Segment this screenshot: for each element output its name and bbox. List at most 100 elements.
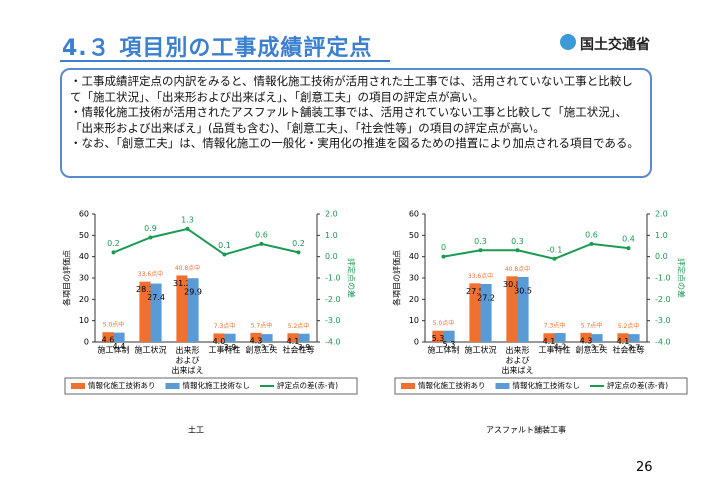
x-tick-label: 施工状況 [135,345,167,355]
bar-value-label: 27.5 [466,287,484,296]
y-tick-label: 0 [84,338,89,347]
x-tick-label: 工事特性 [209,345,241,355]
y2-tick-label: 2.0 [325,210,338,219]
bar [261,334,273,342]
bar [543,333,555,342]
bar [469,283,481,342]
diff-point [296,250,301,255]
y-tick-label: 40 [79,252,89,261]
bar [591,334,603,342]
bar [150,283,162,342]
bar-value-label: 30.8 [503,280,521,289]
bar-value-label: 4.0 [213,337,226,346]
logo: 国土交通省 [580,37,650,53]
y2-tick-label: -2.0 [655,295,671,304]
bar [480,283,492,342]
y2-tick-label: 2.0 [655,210,668,219]
y-tick-label: 60 [79,210,89,219]
diff-value-label: 1.3 [181,215,194,224]
diff-point [478,248,483,253]
legend-label: 情報化施工技術あり [88,380,156,390]
legend-label: 情報化施工技術あり [418,380,486,390]
bar [176,275,188,342]
bar-value-label: 3.9 [224,343,237,352]
bar [102,332,114,342]
bar [443,330,455,342]
x-tick-label: 工事特性 [539,345,571,355]
y-tick-label: 50 [409,231,419,240]
page-number: 26 [636,460,653,475]
bar [432,330,444,342]
diff-point [441,254,446,259]
y-tick-label: 50 [79,231,89,240]
legend-swatch [495,383,510,389]
diff-point [589,241,594,246]
diff-line [443,242,629,260]
y-axis-title: 各項目の評価点 [392,250,402,306]
legend-box [64,377,358,395]
x-tick-label: 施工体制 [98,345,130,355]
y2-tick-label: -4.0 [325,338,341,347]
diff-value-label: 0.3 [511,237,524,246]
bar-value-label: 4.6 [102,336,115,345]
diff-value-label: 0.4 [622,235,635,244]
diff-point [515,248,520,253]
y-tick-label: 0 [414,338,419,347]
bar-value-label: 4.2 [554,343,567,352]
bar [298,333,310,342]
legend-swatch [71,383,85,389]
y-tick-label: 40 [409,252,419,261]
max-label: 5.0点中 [433,319,455,327]
x-tick-label: 創意工夫 [576,345,608,355]
max-label: 5.0点中 [103,321,125,329]
logo-mark [560,34,576,50]
max-label: 5.2点中 [618,322,640,330]
bar [224,333,236,342]
max-label: 40.8点中 [175,264,200,272]
y-tick-label: 60 [409,210,419,219]
x-tick-label: 社会性等 [613,345,645,355]
x-tick-label: 出来形および出来ばえ [502,345,534,375]
bar-value-label: 3.7 [628,344,641,353]
legend-swatch [165,383,180,389]
y2-axis-title: 評定点の差 [677,258,687,298]
y-tick-label: 30 [79,274,89,283]
diff-value-label: 0.3 [474,237,487,246]
bar-value-label: 4.3 [250,336,263,345]
max-label: 7.3点中 [544,322,566,330]
bar-value-label: 4.4 [113,342,126,351]
max-label: 33.6点中 [138,270,163,278]
max-label: 5.2点中 [288,322,310,330]
legend-label: 情報化施工技術なし [183,380,251,390]
bullet: ・なお、「創意工夫」は、情報化施工の一般化・実用化の推進を図るための措置により加… [70,136,639,150]
diff-value-label: 0.9 [144,224,157,233]
bullet: ・工事成績評定点の内訳をみると、情報化施工技術が活用された土工事では、活用されて… [70,74,633,104]
bar [506,276,518,342]
y-axis-title: 各項目の評価点 [62,250,72,306]
bar-value-label: 30.5 [514,286,532,295]
y2-tick-label: -3.0 [655,316,671,325]
slide-title: 4.３ 項目別の工事成績評定点 [62,36,373,61]
y2-tick-label: 1.0 [655,231,668,240]
diff-value-label: 0 [441,243,446,252]
chart-caption: 土工 [188,425,204,435]
bar-value-label: 4.1 [287,337,300,346]
bar [287,333,299,342]
diff-point [626,246,631,251]
bar [139,281,151,342]
diff-value-label: 0.6 [585,230,598,239]
bar-value-label: 5.3 [443,340,456,349]
diff-point [185,226,190,231]
diff-point [111,250,116,255]
bar [517,276,529,342]
y2-tick-label: 0.0 [655,252,668,261]
title-rule [60,60,390,62]
bar-value-label: 4.3 [580,336,593,345]
legend-swatch [401,383,415,389]
y2-tick-label: -3.0 [325,316,341,325]
bar-value-label: 4.1 [617,337,630,346]
max-label: 7.3点中 [214,322,236,330]
diff-line [113,227,299,256]
